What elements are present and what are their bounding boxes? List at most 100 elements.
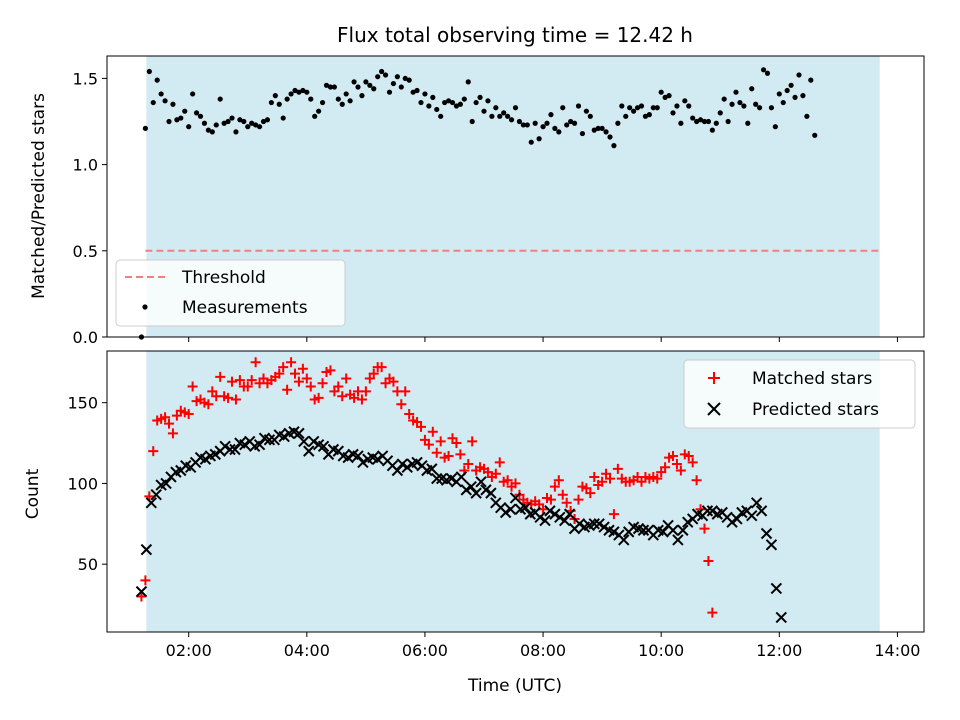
matched-star-point bbox=[451, 438, 462, 449]
matched-star-point bbox=[400, 386, 411, 397]
measurement-point bbox=[276, 101, 282, 107]
matched-star-point bbox=[652, 473, 663, 484]
predicted-star-point bbox=[263, 434, 276, 446]
measurement-point bbox=[666, 93, 672, 99]
measurement-point bbox=[166, 118, 172, 125]
predicted-star-point bbox=[755, 505, 768, 517]
measurement-point bbox=[375, 74, 381, 80]
measurement-point bbox=[611, 143, 617, 149]
measurement-point bbox=[331, 84, 337, 90]
measurement-point bbox=[347, 98, 353, 104]
measurement-point bbox=[386, 89, 393, 95]
measurement-point bbox=[745, 120, 751, 126]
measurement-point bbox=[556, 129, 562, 135]
matched-star-point bbox=[223, 392, 234, 403]
y-tick-label: 1.5 bbox=[73, 69, 98, 88]
x-tick-label: 14:00 bbox=[874, 641, 920, 660]
measurement-point bbox=[241, 118, 247, 125]
measurement-point bbox=[568, 118, 574, 125]
matched-star-point bbox=[557, 489, 568, 500]
matched-star-point bbox=[349, 392, 360, 403]
measurement-point bbox=[520, 122, 526, 128]
matched-star-point bbox=[278, 362, 289, 373]
measurement-point bbox=[658, 89, 664, 95]
predicted-star-point bbox=[135, 585, 148, 598]
measurement-point bbox=[701, 118, 708, 125]
predicted-star-point bbox=[209, 448, 221, 461]
measurement-point bbox=[430, 94, 436, 100]
measurement-point bbox=[489, 113, 495, 119]
measurement-point bbox=[249, 120, 255, 126]
measurement-point bbox=[190, 91, 196, 97]
predicted-legend-swatch bbox=[707, 402, 721, 416]
measurement-point bbox=[193, 110, 200, 116]
measurements-legend-label: Measurements bbox=[182, 298, 308, 318]
measurement-point bbox=[237, 117, 243, 123]
x-tick-label: 04:00 bbox=[284, 641, 330, 660]
predicted-star-point bbox=[199, 453, 212, 465]
matched-star-point bbox=[356, 394, 367, 405]
measurement-point bbox=[631, 108, 637, 114]
matched-star-point bbox=[274, 368, 285, 379]
measurement-point bbox=[359, 93, 365, 99]
predicted-star-point bbox=[731, 513, 743, 525]
matched-star-point bbox=[589, 471, 600, 482]
matched-star-point bbox=[341, 373, 352, 384]
predicted-star-point bbox=[445, 472, 458, 485]
matched-star-point bbox=[368, 368, 379, 379]
matched-star-point bbox=[423, 439, 434, 450]
matched-star-point bbox=[671, 459, 682, 470]
matched-star-point bbox=[703, 555, 714, 566]
measurement-point bbox=[587, 113, 593, 119]
predicted-star-point bbox=[539, 514, 551, 527]
matched-star-point bbox=[246, 375, 257, 386]
measurement-point bbox=[737, 99, 743, 106]
measurement-point bbox=[142, 125, 148, 132]
measurement-point bbox=[434, 106, 440, 113]
predicted-star-point bbox=[357, 456, 369, 469]
measurement-point bbox=[674, 103, 680, 109]
measurement-point bbox=[150, 99, 156, 106]
measurement-point bbox=[579, 130, 586, 137]
predicted-star-point bbox=[504, 503, 517, 515]
measurement-point bbox=[363, 79, 369, 85]
measurement-point bbox=[406, 77, 412, 83]
y-tick-label: 1.0 bbox=[73, 156, 98, 175]
measurement-point bbox=[768, 105, 775, 111]
predicted-star-point bbox=[465, 480, 477, 493]
measurement-point bbox=[717, 110, 723, 116]
measurement-point bbox=[564, 122, 570, 128]
predicted-star-point bbox=[750, 497, 763, 509]
predicted-star-point bbox=[470, 487, 482, 499]
measurement-point bbox=[544, 120, 550, 126]
predicted-star-point bbox=[726, 516, 738, 528]
measurement-point bbox=[296, 89, 302, 95]
legend-top: Threshold Measurements bbox=[115, 259, 346, 327]
predicted-star-point bbox=[573, 518, 586, 530]
legend-box bbox=[115, 259, 346, 327]
matched-star-point bbox=[597, 476, 608, 487]
measurement-point bbox=[418, 99, 424, 106]
measurement-point bbox=[197, 113, 204, 119]
matched-star-point bbox=[687, 457, 698, 468]
matched-star-point bbox=[250, 357, 261, 368]
ratio-panel: 0.0 0.5 1.0 1.5 Flux total observing time =… bbox=[29, 23, 925, 347]
measurement-point bbox=[300, 87, 306, 94]
predicted-star-point bbox=[239, 438, 251, 451]
predicted-star-point bbox=[308, 435, 320, 448]
predicted-star-point bbox=[637, 524, 650, 536]
matched-star-point bbox=[242, 381, 253, 392]
measurement-point bbox=[784, 87, 790, 94]
measurement-point bbox=[457, 101, 463, 107]
measurement-point bbox=[623, 113, 629, 119]
measurement-point bbox=[390, 80, 397, 87]
predicted-star-point bbox=[746, 510, 758, 522]
measurement-point bbox=[201, 120, 208, 126]
measurement-point bbox=[481, 108, 487, 114]
matched-star-point bbox=[301, 373, 312, 384]
y-tick-label: 100 bbox=[67, 474, 98, 493]
measurement-point bbox=[808, 77, 814, 83]
measurement-point bbox=[780, 99, 786, 106]
predicted-star-point bbox=[657, 526, 669, 538]
matched-star-point bbox=[573, 494, 584, 505]
